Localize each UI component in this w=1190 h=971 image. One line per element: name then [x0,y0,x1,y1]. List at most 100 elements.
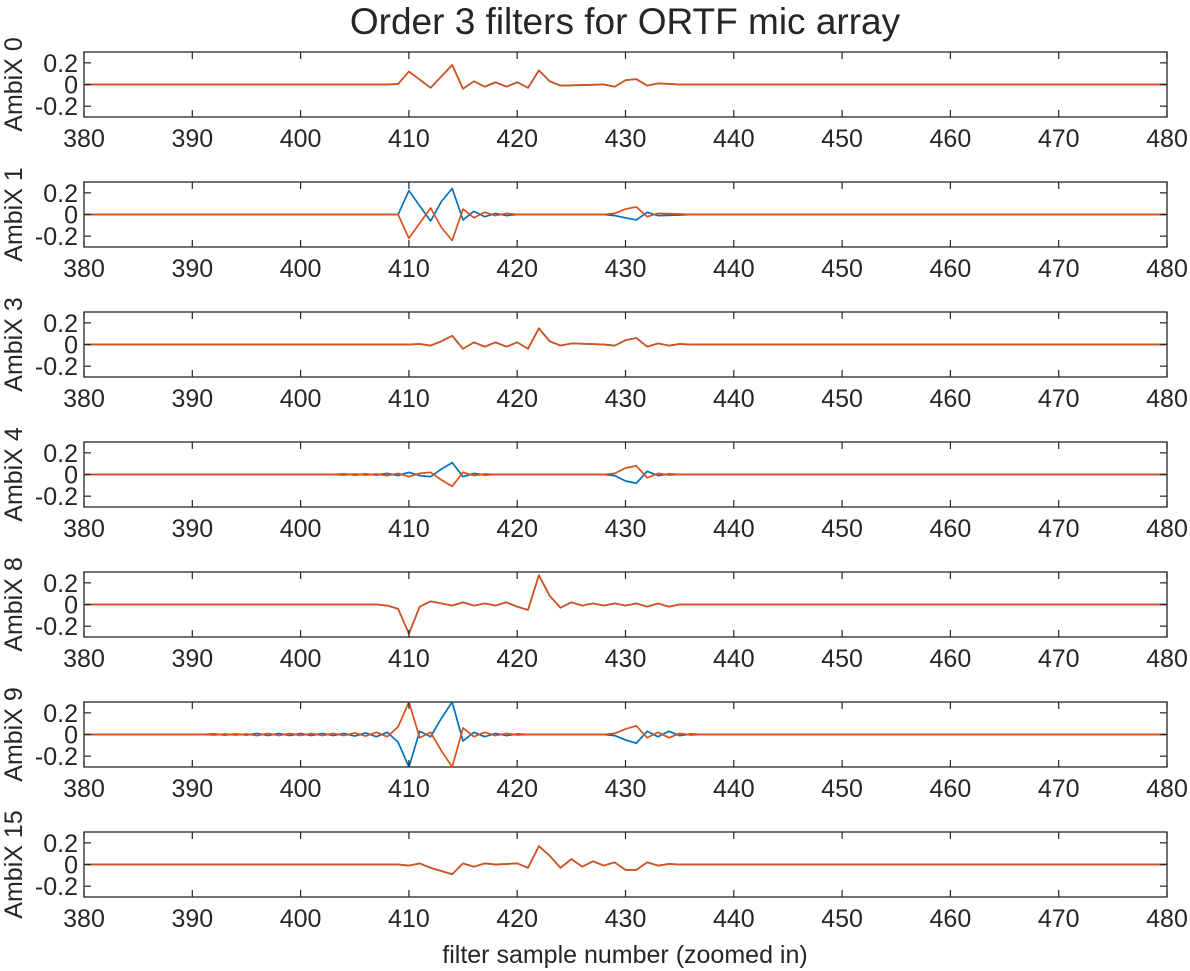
x-tick-label: 460 [930,515,972,543]
x-tick-label: 470 [1038,385,1080,413]
y-tick-label: 0.2 [43,180,78,208]
x-tick-label: 420 [496,385,538,413]
x-tick-label: 430 [605,905,647,933]
x-tick-label: 400 [280,385,322,413]
x-tick-label: 450 [821,255,863,283]
x-tick-label: 480 [1146,385,1188,413]
x-tick-label: 390 [171,905,213,933]
x-tick-label: 430 [605,255,647,283]
x-tick-label: 410 [388,385,430,413]
x-tick-label: 390 [171,515,213,543]
y-axis-label: AmbiX 15 [0,810,28,918]
x-tick-label: 380 [63,255,105,283]
y-axis-label: AmbiX 1 [0,167,28,261]
x-tick-label: 410 [388,905,430,933]
x-tick-label: 450 [821,385,863,413]
subplot-panel: 380 390 400 410 420 430 440 450 460 470 480 0.20-0.… [0,557,1188,673]
subplot-panel: 380 390 400 410 420 430 440 450 460 470 480 0.20-0.… [0,297,1188,413]
x-tick-label: 480 [1146,905,1188,933]
x-tick-label: 430 [605,125,647,153]
x-tick-label: 430 [605,385,647,413]
y-tick-label: 0 [64,722,78,750]
x-tick-label: 390 [171,645,213,673]
x-tick-label: 480 [1146,775,1188,803]
x-tick-label: 470 [1038,515,1080,543]
x-tick-label: 440 [713,645,755,673]
y-tick-label: 0.2 [43,310,78,338]
x-tick-label: 420 [496,515,538,543]
x-tick-label: 460 [930,385,972,413]
x-tick-label: 440 [713,905,755,933]
y-tick-label: -0.2 [35,743,78,771]
y-axis-label: AmbiX 8 [0,557,28,651]
y-tick-label: 0 [64,72,78,100]
x-tick-label: 410 [388,645,430,673]
x-tick-label: 400 [280,905,322,933]
x-tick-label: 470 [1038,125,1080,153]
x-tick-label: 390 [171,385,213,413]
subplot-stack: 380 390 400 410 420 430 440 450 460 470 4800.20-0.… [0,37,1188,933]
y-axis-label: AmbiX 3 [0,297,28,391]
series-line-orange [84,206,1167,242]
x-tick-label: 410 [388,125,430,153]
series-line-orange [84,464,1167,488]
x-tick-label: 400 [280,515,322,543]
x-tick-label: 420 [496,255,538,283]
x-tick-label: 450 [821,125,863,153]
x-tick-label: 420 [496,905,538,933]
y-tick-label: -0.2 [35,353,78,381]
x-tick-label: 460 [930,645,972,673]
series-line-orange [84,574,1167,635]
series-line-orange [84,327,1167,350]
series-line-orange [84,64,1167,90]
subplot-panel: 380 390 400 410 420 430 440 450 460 470 480 0.20-0.… [0,427,1188,543]
x-tick-label: 450 [821,645,863,673]
y-tick-label: -0.2 [35,483,78,511]
x-tick-label: 430 [605,775,647,803]
x-tick-label: 380 [63,905,105,933]
subplot-panel: 380 390 400 410 420 430 440 450 460 470 480 0.20-0.… [0,810,1188,933]
y-tick-label: -0.2 [35,613,78,641]
y-tick-label: 0 [64,462,78,490]
x-tick-label: 380 [63,775,105,803]
y-tick-label: 0.2 [43,570,78,598]
y-tick-label: 0.2 [43,830,78,858]
y-axis-label: AmbiX 9 [0,687,28,781]
x-tick-label: 420 [496,125,538,153]
x-axis-label: filter sample number (zoomed in) [442,941,807,969]
y-tick-label: 0.2 [43,50,78,78]
x-tick-label: 400 [280,645,322,673]
x-tick-label: 470 [1038,645,1080,673]
x-tick-label: 450 [821,905,863,933]
y-axis-label: AmbiX 4 [0,427,28,522]
x-tick-label: 480 [1146,645,1188,673]
x-tick-label: 390 [171,255,213,283]
x-tick-label: 420 [496,775,538,803]
y-tick-label: 0 [64,332,78,360]
x-tick-label: 470 [1038,905,1080,933]
x-tick-label: 470 [1038,255,1080,283]
x-tick-label: 410 [388,775,430,803]
x-tick-label: 430 [605,645,647,673]
y-tick-label: 0 [64,202,78,230]
x-tick-label: 440 [713,125,755,153]
x-tick-label: 420 [496,645,538,673]
series-line-orange [84,845,1167,876]
y-tick-label: 0.2 [43,700,78,728]
x-tick-label: 450 [821,775,863,803]
x-tick-label: 390 [171,775,213,803]
x-tick-label: 410 [388,255,430,283]
x-tick-label: 430 [605,515,647,543]
x-tick-label: 380 [63,125,105,153]
x-tick-label: 480 [1146,255,1188,283]
x-tick-label: 450 [821,515,863,543]
chart-title: Order 3 filters for ORTF mic array [350,1,901,42]
x-tick-label: 380 [63,385,105,413]
x-tick-label: 410 [388,515,430,543]
subplot-panel: 380 390 400 410 420 430 440 450 460 470 480 0.20-0.… [0,37,1188,153]
y-tick-label: -0.2 [35,223,78,251]
y-tick-label: -0.2 [35,93,78,121]
x-tick-label: 440 [713,255,755,283]
x-tick-label: 480 [1146,125,1188,153]
